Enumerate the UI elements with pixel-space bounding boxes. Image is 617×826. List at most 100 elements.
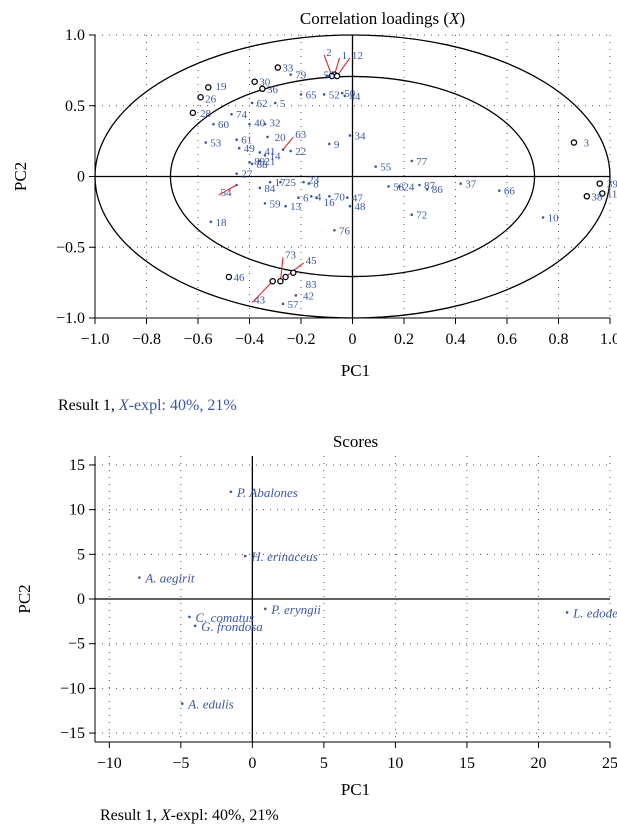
point-label: 73 — [285, 249, 297, 261]
point-marker — [284, 204, 287, 208]
point-marker — [348, 204, 352, 208]
point-label: H. erinaceus — [250, 549, 317, 564]
point-marker-ring — [290, 269, 297, 276]
point-label: 48 — [355, 201, 367, 213]
point-label: 22 — [295, 146, 306, 158]
x-tick-label: −0.4 — [235, 331, 264, 348]
point-label: 16 — [324, 197, 336, 209]
point-marker — [325, 74, 329, 78]
point-label: 23 — [308, 174, 320, 186]
points: P. Abalones H. erinaceus A. aegirit P. eryn… — [138, 485, 617, 712]
point-marker-ring — [197, 94, 204, 101]
point-label: 74 — [236, 109, 248, 121]
point-label: 66 — [504, 186, 515, 198]
point-marker — [268, 180, 272, 184]
point-label: 8 — [313, 179, 319, 191]
chart-title-var: X — [448, 9, 460, 28]
point-label: 3 — [584, 138, 590, 150]
point-label: 37 — [465, 179, 477, 191]
point-label: 44 — [349, 91, 361, 103]
point-label: 86 — [432, 184, 444, 196]
point-marker — [235, 183, 238, 187]
point-label: 27 — [241, 169, 253, 181]
point-marker — [248, 122, 251, 126]
point-label: 42 — [303, 290, 314, 302]
point-marker — [410, 159, 414, 163]
point-label: 20 — [275, 132, 287, 144]
point-label: 46 — [233, 272, 245, 284]
point-label: 12 — [352, 50, 363, 62]
point-label: 57 — [288, 299, 300, 311]
point-marker — [302, 180, 305, 184]
point-label: 83 — [306, 279, 318, 291]
point-marker-ring — [269, 277, 276, 285]
point-marker — [212, 122, 215, 126]
point-label: 56 — [324, 70, 336, 82]
point-label: 77 — [416, 156, 428, 168]
y-tick-label: 0.5 — [65, 98, 85, 115]
caption-prefix: Result 1, — [100, 807, 161, 824]
caption-var: X — [160, 807, 172, 824]
y-tick-label: −1.0 — [56, 310, 85, 327]
point-marker — [263, 122, 267, 126]
caption-suffix: -expl: 40%, 21% — [171, 807, 279, 824]
point-marker-ring — [205, 84, 212, 91]
y-tick-label: 10 — [69, 502, 85, 519]
caption-var: X — [118, 397, 130, 414]
point-label: 59 — [270, 198, 282, 210]
point-label: 9 — [334, 139, 340, 151]
point-marker — [193, 624, 197, 628]
point-marker — [258, 159, 262, 163]
y-tick-label: −5 — [68, 636, 85, 653]
x-tick-label: 0.8 — [549, 331, 569, 348]
chart-caption: Result 1, X-expl: 40%, 21% — [100, 807, 279, 824]
point-marker — [374, 165, 377, 168]
point-label: 60 — [218, 119, 230, 131]
point-marker-ring — [333, 72, 341, 80]
x-tick-label: 0.2 — [394, 331, 414, 348]
point-marker — [410, 213, 414, 217]
point-label: 54 — [221, 187, 233, 199]
chart-title-main: Correlation loadings ( — [300, 9, 450, 28]
point-marker — [138, 576, 141, 579]
leader-line — [279, 257, 284, 282]
point-marker — [289, 149, 293, 153]
point-marker — [235, 138, 238, 142]
leader-line — [218, 184, 237, 196]
point-label: 36 — [267, 84, 279, 96]
x-tick-label: −1.0 — [80, 331, 109, 348]
y-tick-label: 0 — [77, 591, 85, 608]
point-marker — [348, 134, 352, 137]
y-tick-label: −10 — [60, 680, 85, 697]
y-tick-label: 0 — [77, 169, 85, 186]
point-label: 38 — [591, 191, 603, 203]
point-marker — [289, 73, 293, 76]
point-marker — [397, 185, 401, 188]
point-marker — [294, 294, 298, 297]
point-marker — [299, 93, 303, 96]
point-marker-ring — [225, 273, 233, 281]
point-label: P. Abalones — [236, 485, 298, 500]
point-marker-ring — [259, 85, 266, 93]
x-tick-label: 0 — [248, 755, 256, 772]
x-tick-label: 1.0 — [600, 331, 617, 348]
chart-2: −10 −5 0 5 10 15 20 25 −15 −10 −5 0 5 10 15 Scores PC1 PC… — [15, 432, 617, 824]
point-label: 55 — [380, 162, 392, 174]
point-marker-ring — [596, 180, 603, 187]
point-label: 5 — [280, 98, 286, 110]
point-marker — [188, 615, 191, 619]
x-tick-label: −0.8 — [132, 331, 161, 348]
point-label: A. edulis — [187, 697, 234, 712]
point-marker — [333, 228, 336, 232]
point-label: 21 — [264, 156, 275, 168]
x-tick-label: 0.4 — [446, 331, 466, 348]
point-marker — [250, 162, 254, 166]
point-marker — [258, 186, 262, 190]
point-marker — [281, 148, 285, 151]
point-marker — [248, 161, 251, 164]
y-tick-label: −0.5 — [56, 239, 85, 256]
point-label: 50 — [344, 88, 356, 100]
y-tick-label: 1.0 — [65, 27, 85, 44]
point-marker — [565, 611, 569, 614]
